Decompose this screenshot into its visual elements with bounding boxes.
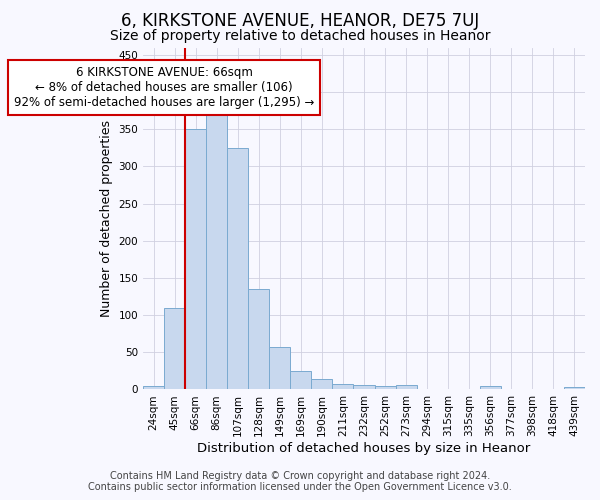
Text: Contains HM Land Registry data © Crown copyright and database right 2024.
Contai: Contains HM Land Registry data © Crown c…: [88, 471, 512, 492]
Bar: [206, 110, 227, 390]
Bar: [164, 308, 185, 390]
Bar: [395, 385, 416, 390]
Bar: [269, 347, 290, 390]
Bar: [311, 379, 332, 390]
Bar: [480, 386, 501, 390]
Y-axis label: Number of detached properties: Number of detached properties: [100, 120, 113, 317]
Bar: [185, 130, 206, 390]
Bar: [143, 386, 164, 390]
Text: 6, KIRKSTONE AVENUE, HEANOR, DE75 7UJ: 6, KIRKSTONE AVENUE, HEANOR, DE75 7UJ: [121, 12, 479, 30]
X-axis label: Distribution of detached houses by size in Heanor: Distribution of detached houses by size …: [197, 442, 530, 455]
Bar: [564, 387, 585, 390]
Bar: [290, 371, 311, 390]
Bar: [227, 148, 248, 390]
Text: Size of property relative to detached houses in Heanor: Size of property relative to detached ho…: [110, 29, 490, 43]
Bar: [332, 384, 353, 390]
Text: 6 KIRKSTONE AVENUE: 66sqm
← 8% of detached houses are smaller (106)
92% of semi-: 6 KIRKSTONE AVENUE: 66sqm ← 8% of detach…: [14, 66, 314, 109]
Bar: [374, 386, 395, 390]
Bar: [353, 385, 374, 390]
Bar: [248, 289, 269, 390]
